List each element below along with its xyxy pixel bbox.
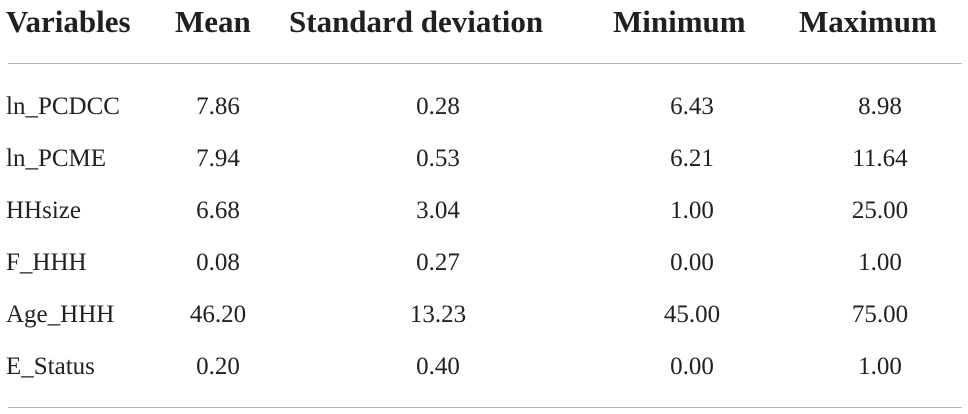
cell-minimum: 0.00 (670, 353, 714, 380)
cell-minimum: 1.00 (670, 197, 714, 224)
table-row: HHsize 6.68 3.04 1.00 25.00 (0, 194, 968, 228)
table-header-row: Variables Mean Standard deviation Minimu… (0, 0, 968, 44)
cell-mean: 46.20 (189, 301, 247, 328)
cell-minimum: 6.21 (670, 145, 714, 172)
table-row: E_Status 0.20 0.40 0.00 1.00 (0, 350, 968, 384)
header-mean: Mean (175, 4, 251, 39)
cell-variable: ln_PCDCC (6, 93, 120, 120)
table-row: Age_HHH 46.20 13.23 45.00 75.00 (0, 298, 968, 332)
cell-standard-deviation: 0.53 (416, 145, 460, 172)
table-row: F_HHH 0.08 0.27 0.00 1.00 (0, 246, 968, 280)
cell-variable: Age_HHH (6, 301, 115, 328)
header-variables: Variables (6, 4, 131, 39)
cell-mean: 6.68 (196, 197, 240, 224)
cell-standard-deviation: 0.28 (416, 93, 460, 120)
cell-standard-deviation: 0.40 (416, 353, 460, 380)
cell-standard-deviation: 3.04 (416, 197, 460, 224)
cell-maximum: 1.00 (858, 353, 902, 380)
table-bottom-divider (8, 407, 962, 408)
cell-mean: 0.20 (196, 353, 240, 380)
table-row: ln_PCME 7.94 0.53 6.21 11.64 (0, 142, 968, 176)
table-row: ln_PCDCC 7.86 0.28 6.43 8.98 (0, 90, 968, 124)
cell-minimum: 45.00 (663, 301, 721, 328)
header-standard-deviation: Standard deviation (289, 4, 544, 39)
cell-maximum: 8.98 (858, 93, 902, 120)
cell-minimum: 0.00 (670, 249, 714, 276)
cell-mean: 7.94 (196, 145, 240, 172)
cell-standard-deviation: 13.23 (409, 301, 467, 328)
cell-variable: HHsize (6, 197, 81, 224)
header-divider (8, 63, 962, 64)
cell-maximum: 11.64 (852, 145, 908, 172)
cell-variable: ln_PCME (6, 145, 107, 172)
header-maximum: Maximum (799, 4, 937, 39)
header-minimum: Minimum (613, 4, 746, 39)
cell-maximum: 25.00 (851, 197, 909, 224)
cell-standard-deviation: 0.27 (416, 249, 460, 276)
cell-mean: 0.08 (196, 249, 240, 276)
cell-variable: E_Status (6, 353, 95, 380)
cell-mean: 7.86 (196, 93, 240, 120)
cell-maximum: 75.00 (851, 301, 909, 328)
cell-minimum: 6.43 (670, 93, 714, 120)
cell-variable: F_HHH (6, 249, 87, 276)
cell-maximum: 1.00 (858, 249, 902, 276)
